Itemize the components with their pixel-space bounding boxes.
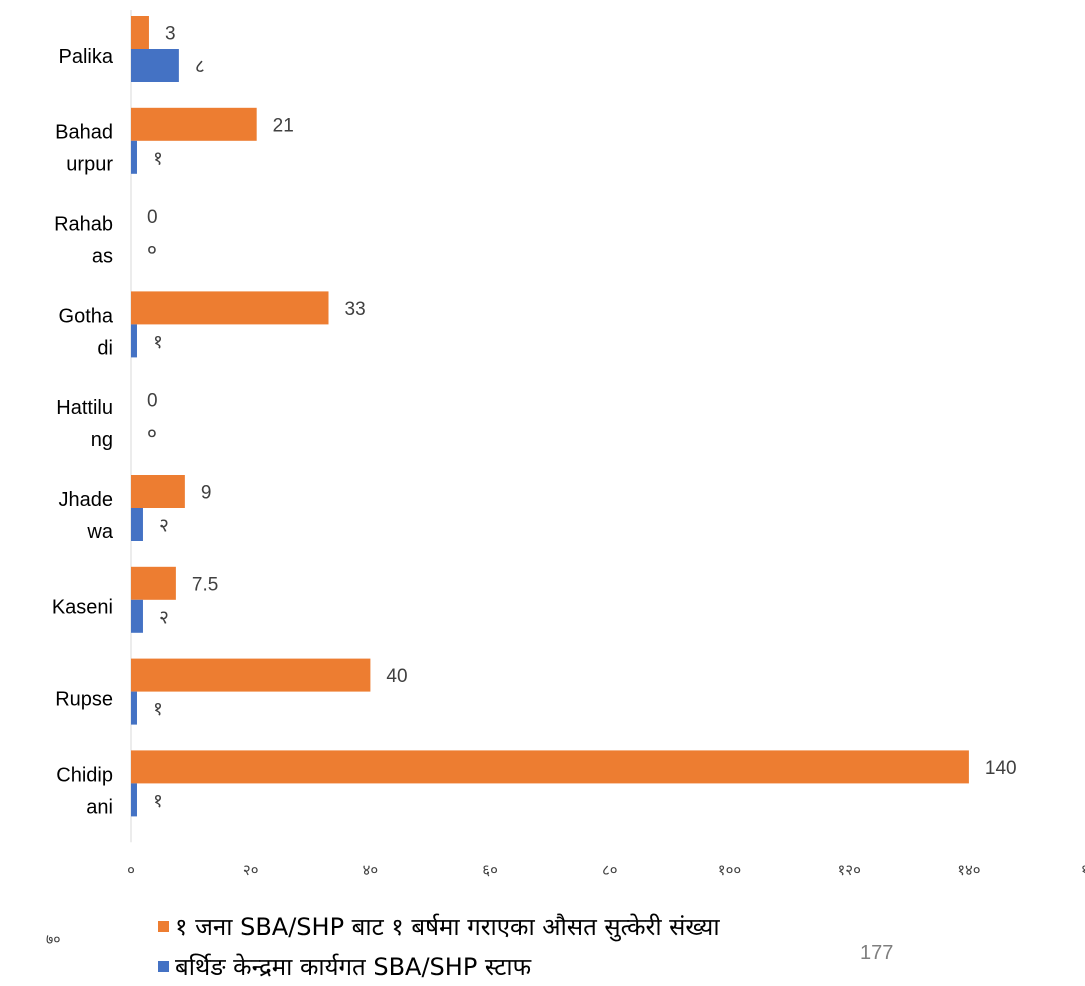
data-label: २ bbox=[159, 516, 169, 537]
category-label: as bbox=[92, 246, 113, 268]
data-label: 7.5 bbox=[192, 574, 218, 595]
x-tick-label: ४० bbox=[363, 861, 379, 879]
x-tick-label: १०० bbox=[718, 861, 741, 879]
x-tick-label: १४० bbox=[957, 861, 980, 879]
bar-chart: Palika 3८ Bahad urpur 21 १ Rahab as 0 ० Gotha di 33 १… bbox=[52, 10, 1085, 879]
data-label: 40 bbox=[386, 666, 407, 687]
category-label: Gotha bbox=[59, 305, 114, 327]
data-label: 3 bbox=[165, 24, 176, 45]
x-tick-label: ८० bbox=[602, 861, 618, 879]
category-label: Kaseni bbox=[52, 597, 113, 619]
bar-avg-deliveries bbox=[131, 107, 257, 141]
data-label: ० bbox=[147, 424, 157, 445]
category-label: Rupse bbox=[55, 689, 113, 711]
bar-avg-deliveries bbox=[131, 16, 149, 49]
data-label: १ bbox=[153, 332, 163, 353]
data-label: १ bbox=[153, 791, 163, 812]
category-label: Bahad bbox=[55, 122, 113, 144]
x-tick-label: ० bbox=[127, 861, 135, 879]
bar-avg-deliveries bbox=[131, 475, 185, 508]
data-label: 0 bbox=[147, 391, 158, 412]
data-label: 9 bbox=[201, 483, 212, 504]
page-number: 177 bbox=[860, 942, 894, 964]
category-label: Chidip bbox=[56, 764, 113, 786]
data-label: १ bbox=[153, 148, 163, 169]
bar-avg-deliveries bbox=[131, 658, 371, 692]
category-label: ani bbox=[86, 796, 113, 818]
bar-staff bbox=[131, 140, 137, 174]
legend-item-staff: बर्थिङ केन्द्रमा कार्यगत SBA/SHP स्टाफ bbox=[158, 946, 720, 986]
category-label: wa bbox=[86, 521, 113, 543]
data-label: ८ bbox=[195, 57, 205, 78]
x-tick-label: २० bbox=[243, 861, 259, 879]
bar-staff bbox=[131, 324, 137, 358]
data-label: २ bbox=[159, 607, 169, 628]
bar-staff bbox=[131, 508, 143, 541]
legend-swatch-orange bbox=[158, 920, 169, 932]
category-label: di bbox=[97, 337, 113, 359]
data-label: 21 bbox=[273, 115, 294, 136]
x-tick-label: १२० bbox=[837, 861, 860, 879]
x-tick-label: ६० bbox=[482, 861, 498, 879]
x-tick-label-overflow: ७० bbox=[46, 932, 61, 948]
legend-swatch-blue bbox=[158, 960, 169, 972]
category-label: Jhade bbox=[59, 489, 114, 511]
data-label: 140 bbox=[985, 758, 1017, 779]
legend-label-deliveries: १ जना SBA/SHP बाट १ बर्षमा गराएका औसत सु… bbox=[175, 912, 720, 941]
category-label: ng bbox=[91, 429, 113, 451]
category-label: Hattilu bbox=[56, 397, 113, 419]
bar-avg-deliveries bbox=[131, 750, 969, 784]
legend: १ जना SBA/SHP बाट १ बर्षमा गराएका औसत सु… bbox=[158, 906, 720, 986]
bar-staff bbox=[131, 783, 137, 817]
bar-staff bbox=[131, 599, 143, 633]
data-label: 33 bbox=[345, 299, 366, 320]
bar-staff bbox=[131, 691, 137, 725]
category-label: Palika bbox=[59, 46, 114, 68]
category-label: urpur bbox=[66, 154, 113, 176]
bar-avg-deliveries bbox=[131, 291, 329, 325]
legend-label-staff: बर्थिङ केन्द्रमा कार्यगत SBA/SHP स्टाफ bbox=[175, 952, 532, 981]
data-label: 0 bbox=[147, 207, 158, 228]
category-label: Rahab bbox=[54, 214, 113, 236]
bar-staff bbox=[131, 49, 179, 82]
data-label: १ bbox=[153, 699, 163, 720]
legend-item-deliveries: १ जना SBA/SHP बाट १ बर्षमा गराएका औसत सु… bbox=[158, 906, 720, 946]
data-label: ० bbox=[147, 240, 157, 261]
bar-avg-deliveries bbox=[131, 566, 176, 600]
x-tick-label: १६ bbox=[1081, 861, 1085, 879]
